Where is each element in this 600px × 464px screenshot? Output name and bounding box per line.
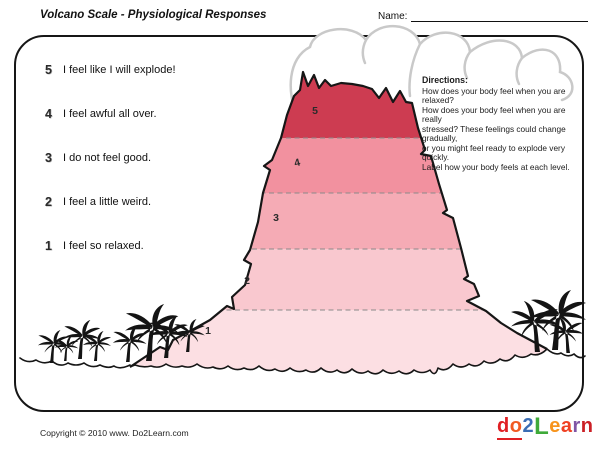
volcano-level-1-number: 1 xyxy=(205,325,211,337)
logo-letter: r xyxy=(572,415,581,437)
name-fill-in-line xyxy=(411,7,588,22)
feeling-level-number: 5 xyxy=(45,63,52,77)
feeling-text: I feel so relaxed. xyxy=(63,240,144,252)
directions-line: How does your body feel when you are rea… xyxy=(422,104,566,124)
directions-block: Directions: How does your body feel when… xyxy=(422,75,580,172)
directions-line: How does your body feel when you are rel… xyxy=(422,85,566,105)
volcano-base-wavy-line xyxy=(129,348,548,375)
logo-do-group: do xyxy=(497,415,523,440)
volcano-level-2-band xyxy=(130,249,547,310)
volcano-level-3-band xyxy=(130,193,547,249)
directions-line: stressed? These feelings could change gr… xyxy=(422,123,566,143)
volcano-level-4-number: 4 xyxy=(293,156,302,169)
ground-line xyxy=(19,348,586,369)
feeling-level-number: 1 xyxy=(45,239,52,253)
directions-line: Label how your body feels at each level. xyxy=(422,161,570,172)
feeling-item-3: 3 I do not feel good. xyxy=(45,150,151,166)
feeling-item-1: 1 I feel so relaxed. xyxy=(45,238,144,254)
feeling-text: I feel awful all over. xyxy=(63,108,157,120)
feeling-level-number: 2 xyxy=(45,195,52,209)
volcano-outline xyxy=(129,70,548,368)
copyright-text: Copyright © 2010 www. Do2Learn.com xyxy=(40,428,189,438)
feeling-item-4: 4 I feel awful all over. xyxy=(45,106,157,122)
feeling-item-2: 2 I feel a little weird. xyxy=(45,194,151,210)
volcano-level-5-number: 5 xyxy=(312,105,318,117)
logo-letter: L xyxy=(534,413,550,440)
do2learn-logo: do2Learn xyxy=(497,415,594,440)
directions-title: Directions: xyxy=(422,75,468,85)
feeling-text: I feel like I will explode! xyxy=(63,64,176,76)
logo-letter: n xyxy=(580,415,594,437)
volcano-level-2-number: 2 xyxy=(244,275,250,287)
feeling-text: I do not feel good. xyxy=(63,152,152,164)
logo-letter: o xyxy=(509,415,523,437)
logo-letter: a xyxy=(560,415,573,437)
logo-letter: 2 xyxy=(522,415,535,437)
feeling-level-number: 3 xyxy=(45,151,52,165)
page-title: Volcano Scale - Physiological Responses xyxy=(40,9,267,21)
logo-letter: d xyxy=(497,415,510,437)
volcano-level-3-number: 3 xyxy=(273,212,279,224)
logo-letter: e xyxy=(549,415,561,437)
directions-line: or you might feel ready to explode very … xyxy=(422,142,565,162)
name-label: Name: xyxy=(378,11,408,22)
feeling-level-number: 4 xyxy=(45,107,52,121)
palm-tree-icon xyxy=(112,326,147,362)
feeling-item-5: 5 I feel like I will explode! xyxy=(45,62,176,78)
feeling-text: I feel a little weird. xyxy=(63,196,152,208)
